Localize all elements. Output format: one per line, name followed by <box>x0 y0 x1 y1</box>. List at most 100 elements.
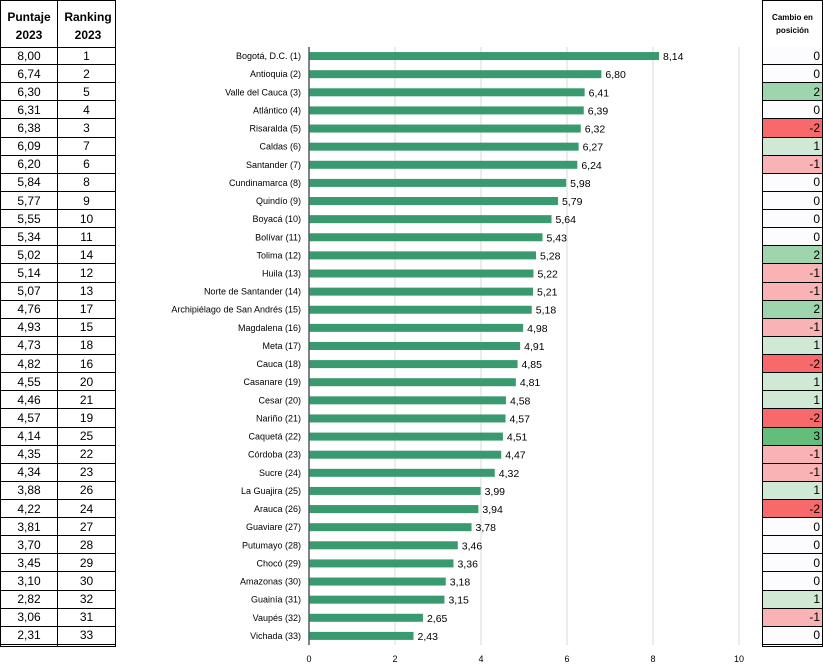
ranking-cell: 21 <box>58 391 115 410</box>
position-change-cell: 1 <box>763 590 822 609</box>
ranking-cell: 29 <box>58 554 115 573</box>
bar <box>309 468 495 477</box>
position-change-cell: -1 <box>763 463 822 482</box>
bar <box>309 70 602 79</box>
ranking-cell: 19 <box>58 409 115 428</box>
category-label: Casanare (19) <box>243 377 301 387</box>
x-tick-label: 10 <box>734 654 744 664</box>
puntaje-cell: 4,57 <box>1 409 57 428</box>
category-label: Córdoba (23) <box>248 450 301 460</box>
bar <box>309 197 558 206</box>
data-label: 3,36 <box>457 558 478 570</box>
bar <box>309 450 502 459</box>
bar <box>309 323 524 332</box>
ranking-cell: 2 <box>58 65 115 84</box>
bar <box>309 233 543 242</box>
bar <box>309 541 458 550</box>
header-puntaje: Puntaje 2023 <box>7 10 51 42</box>
position-change-cell: 0 <box>763 47 822 66</box>
data-label: 4,98 <box>527 323 548 335</box>
ranking-cell: 23 <box>58 464 115 482</box>
data-label: 3,46 <box>462 540 483 552</box>
category-label: Vaupés (32) <box>253 613 301 623</box>
category-label: Arauca (26) <box>254 504 301 514</box>
ranking-cell: 26 <box>58 482 115 500</box>
puntaje-cell: 4,14 <box>1 428 57 446</box>
ranking-cell: 31 <box>58 609 115 627</box>
ranking-cell: 5 <box>58 83 115 102</box>
data-label: 5,22 <box>537 269 558 281</box>
header-ranking: Ranking 2023 <box>64 10 112 42</box>
category-label: Tolima (12) <box>256 250 301 260</box>
position-change-cell: -1 <box>763 155 822 174</box>
data-label: 4,47 <box>505 450 526 462</box>
bar <box>309 124 581 133</box>
category-label: Guaviare (27) <box>246 522 301 532</box>
puntaje-cell: 3,81 <box>1 518 57 537</box>
bar <box>309 432 503 441</box>
ranking-cell: 4 <box>58 101 115 120</box>
ranking-cell: 14 <box>58 246 115 265</box>
puntaje-cell: 3,06 <box>1 609 57 627</box>
column-divider <box>57 1 58 646</box>
data-label: 6,32 <box>585 124 606 136</box>
data-label: 5,18 <box>536 305 557 317</box>
category-label: Putumayo (28) <box>242 540 301 550</box>
data-label: 4,51 <box>507 432 528 444</box>
puntaje-cell: 2,82 <box>1 591 57 609</box>
bar <box>309 378 516 387</box>
data-label: 4,91 <box>524 341 545 353</box>
category-label: Atlántico (4) <box>253 105 301 115</box>
data-label: 5,28 <box>540 250 561 262</box>
ranking-cell: 30 <box>58 572 115 591</box>
position-change-cell: 1 <box>763 373 822 392</box>
category-label: Cundinamarca (8) <box>229 178 301 188</box>
data-label: 2,43 <box>417 631 438 643</box>
data-label: 3,18 <box>450 577 471 589</box>
puntaje-cell: 3,10 <box>1 572 57 591</box>
bar <box>309 631 414 640</box>
ranking-cell: 15 <box>58 319 115 337</box>
bar <box>309 360 518 369</box>
data-label: 6,39 <box>588 105 609 117</box>
x-tick-label: 4 <box>478 654 483 664</box>
data-label: 8,14 <box>663 51 684 63</box>
puntaje-cell: 4,22 <box>1 500 57 519</box>
ranking-cell: 33 <box>58 627 115 645</box>
puntaje-cell: 6,30 <box>1 83 57 102</box>
puntaje-cell: 4,55 <box>1 373 57 392</box>
data-label: 4,32 <box>499 468 520 480</box>
position-change-cell: 1 <box>763 481 822 500</box>
position-change-cell: 0 <box>763 536 822 555</box>
category-label: Boyacá (10) <box>252 214 301 224</box>
puntaje-cell: 3,45 <box>1 554 57 573</box>
category-label: Caldas (6) <box>259 142 301 152</box>
data-label: 4,81 <box>520 377 541 389</box>
category-label: Meta (17) <box>262 341 301 351</box>
ranking-cell: 27 <box>58 518 115 537</box>
bar <box>309 595 445 604</box>
category-label: Norte de Santander (14) <box>204 287 301 297</box>
category-label: Amazonas (30) <box>240 577 301 587</box>
puntaje-cell: 5,34 <box>1 228 57 247</box>
ranking-cell: 8 <box>58 174 115 192</box>
category-label: Chocó (29) <box>256 558 301 568</box>
category-label: La Guajira (25) <box>241 486 301 496</box>
bar <box>309 305 532 314</box>
bar <box>309 396 506 405</box>
position-change-cell: -2 <box>763 355 822 374</box>
ranking-cell: 3 <box>58 119 115 138</box>
bar <box>309 178 567 187</box>
position-change-cell: 1 <box>763 137 822 156</box>
x-tick-label: 0 <box>306 654 311 664</box>
puntaje-cell: 5,07 <box>1 283 57 301</box>
x-tick-label: 2 <box>392 654 397 664</box>
position-change-cell: -2 <box>763 409 822 428</box>
puntaje-cell: 6,09 <box>1 138 57 156</box>
puntaje-cell: 8,00 <box>1 47 57 66</box>
category-label: Guainía (31) <box>251 595 301 605</box>
data-label: 6,80 <box>605 69 626 81</box>
puntaje-cell: 5,55 <box>1 210 57 229</box>
ranking-cell: 25 <box>58 428 115 446</box>
score-ranking-table: Puntaje 2023 Ranking 2023 8,00 1 6,74 2 6,30… <box>0 0 116 647</box>
